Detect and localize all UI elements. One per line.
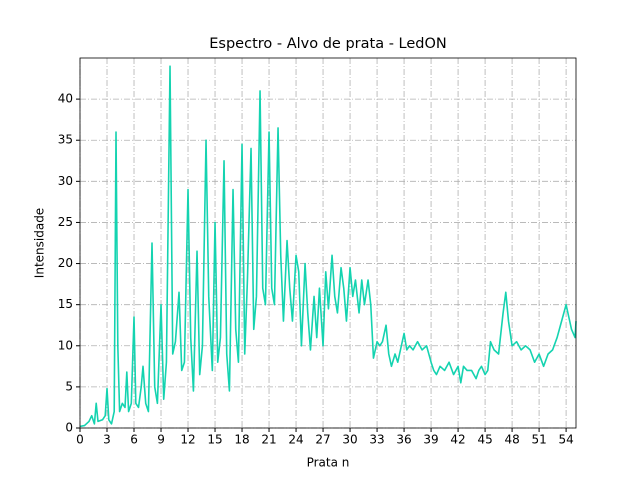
- y-tick-label: 25: [58, 215, 73, 229]
- x-tick-label: 24: [288, 433, 303, 447]
- x-tick-label: 15: [207, 433, 222, 447]
- x-tick-label: 27: [315, 433, 330, 447]
- y-tick-label: 15: [58, 297, 73, 311]
- y-tick-label: 30: [58, 174, 73, 188]
- x-tick-label: 21: [261, 433, 276, 447]
- y-tick-label: 35: [58, 133, 73, 147]
- x-tick-label: 45: [477, 433, 492, 447]
- x-tick-label: 51: [531, 433, 546, 447]
- plot-frame: [79, 57, 577, 429]
- x-tick-label: 3: [103, 433, 111, 447]
- y-tick-label: 0: [65, 421, 73, 435]
- x-tick-label: 48: [504, 433, 519, 447]
- x-tick-label: 6: [130, 433, 138, 447]
- data-line: [79, 65, 577, 428]
- x-tick-label: 0: [76, 433, 84, 447]
- x-axis-label: Prata n: [307, 456, 350, 470]
- x-tick-label: 54: [558, 433, 573, 447]
- y-tick-label: 40: [58, 92, 73, 106]
- x-tick-label: 30: [342, 433, 357, 447]
- y-tick-label: 5: [65, 379, 73, 393]
- x-tick-label: 9: [157, 433, 165, 447]
- x-tick-label: 39: [423, 433, 438, 447]
- chart-title: Espectro - Alvo de prata - LedON: [209, 36, 447, 52]
- x-tick-label: 33: [369, 433, 384, 447]
- y-axis-label: Intensidade: [33, 208, 47, 278]
- x-tick-label: 18: [234, 433, 249, 447]
- y-tick-label: 10: [58, 338, 73, 352]
- x-tick-label: 36: [396, 433, 411, 447]
- y-tick-label: 20: [58, 256, 73, 270]
- x-tick-label: 42: [450, 433, 465, 447]
- x-tick-label: 12: [180, 433, 195, 447]
